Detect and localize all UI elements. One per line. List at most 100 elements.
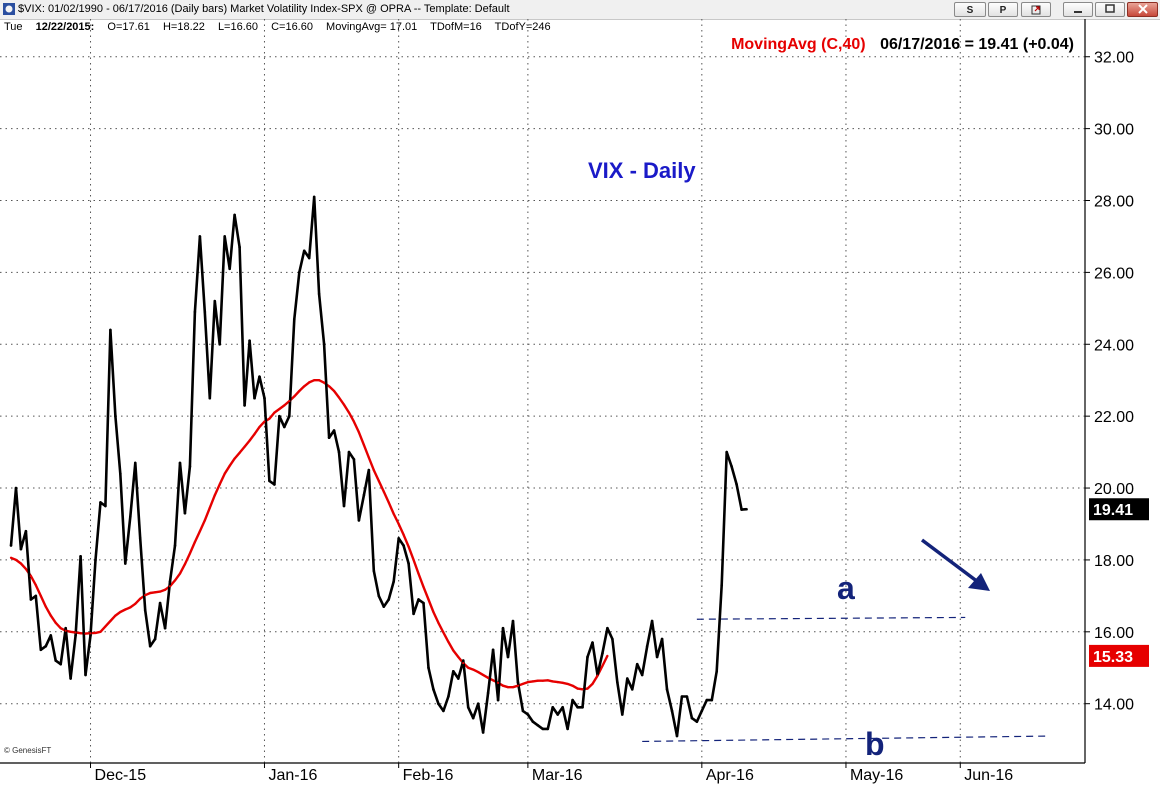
moving-avg-point [64,629,67,632]
vix-point [114,414,117,418]
annotation-b-label: b [865,726,885,762]
moving-avg-point [248,439,251,442]
moving-avg-point [511,686,515,689]
vix-point [307,256,311,260]
moving-avg-point [24,567,28,571]
annotation-a-line [696,616,966,620]
vix-point [14,486,18,490]
readout-day: Tue [4,21,23,33]
pin-button[interactable] [1021,2,1051,17]
moving-avg-point [154,591,157,594]
moving-avg-point [546,679,549,682]
moving-avg-point [571,684,574,687]
s-button[interactable]: S [954,2,986,17]
moving-avg-point [541,679,544,682]
moving-avg-point [467,666,470,669]
y-tick-label: 26.00 [1094,265,1134,282]
vix-point [99,501,102,504]
close-button[interactable] [1127,2,1158,17]
vix-point [44,644,48,648]
x-tick-label: Apr-16 [706,767,754,784]
moving-avg-point [233,457,236,460]
vix-point [546,727,550,731]
moving-avg-point [422,585,425,588]
moving-avg-point [313,379,316,382]
vix-point [297,271,301,274]
vix-point [168,580,172,583]
moving-avg-point [119,610,122,614]
vix-point [427,666,430,670]
vix-point [501,626,505,630]
minimize-icon [1074,11,1082,13]
readout-date: 12/22/2015: [35,21,95,33]
y-tick-label: 32.00 [1094,50,1134,67]
vix-point [153,637,157,641]
moving-avg-point [223,472,226,475]
x-tick-label: Jun-16 [964,767,1013,784]
moving-avg-point [258,425,261,429]
moving-avg-legend-name: MovingAvg (C,40) [731,36,866,53]
moving-avg-point [482,673,485,677]
vix-point [39,648,43,652]
vix-point [292,317,296,321]
last-price-tag-box [1089,498,1149,521]
p-button[interactable]: P [988,2,1018,17]
moving-avg-point [606,654,609,657]
vix-point [198,235,202,238]
vix-point [591,641,594,644]
moving-avg-point [536,679,539,682]
vix-point [437,702,440,705]
moving-avg-point [551,680,554,683]
vix-point [461,659,465,662]
vix-point [342,504,346,508]
vix-point [611,637,614,641]
moving-avg-point [34,583,37,587]
vix-point [124,562,127,565]
moving-avg-point [362,443,365,447]
readout-tdofy: TDofY=246 [494,21,551,33]
moving-avg-point [124,608,127,611]
moving-avg-point [89,632,92,635]
vix-point [263,396,266,400]
vix-point [163,626,167,630]
minimize-button[interactable] [1063,2,1093,17]
moving-avg-point [357,431,360,434]
vix-point [640,673,644,677]
vix-point [143,608,147,612]
moving-avg-point [377,479,380,482]
vix-point [412,612,415,616]
maximize-button[interactable] [1095,2,1125,17]
vix-point [193,310,197,314]
vix-point [372,569,376,573]
vix-point [347,450,351,454]
vix-point [466,705,470,709]
moving-avg-point [144,594,147,597]
moving-avg-point [427,598,430,601]
moving-avg-point [109,619,112,623]
vix-point [635,662,639,666]
moving-avg-point [19,562,23,565]
moving-avg-point [501,684,505,687]
moving-avg-point [586,687,589,690]
moving-avg-point [173,579,177,582]
vix-point [273,483,276,486]
vix-point [705,698,709,702]
vix-point [491,648,495,652]
vix-point [24,529,28,533]
moving-avg-point [442,631,445,634]
vix-point [397,537,400,540]
vix-point [725,450,728,454]
moving-avg-legend-value: 06/17/2016 = 19.41 (+0.04) [880,36,1074,53]
moving-avg-point [576,687,579,690]
moving-avg-point [268,417,271,420]
vix-point [387,598,391,601]
vix-point [69,677,72,680]
vix-point [625,677,629,680]
moving-avg-point [417,572,420,575]
vix-point [9,544,13,547]
moving-avg-point [382,490,385,493]
moving-avg-point [591,682,594,686]
vix-point [34,594,38,598]
vix-point [223,235,227,238]
